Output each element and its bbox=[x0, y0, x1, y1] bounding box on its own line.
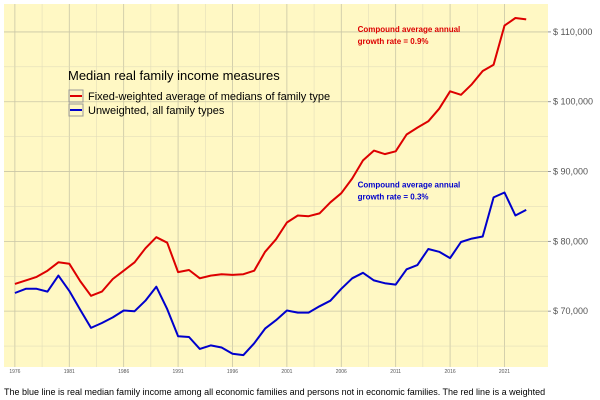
line-chart: 1976 1981 1986 1991 1996 2001 2006 2011 2016 2021… bbox=[4, 4, 593, 375]
y-tick-label: $ 70,000 bbox=[553, 306, 588, 316]
blue-growth-annotation-line2: growth rate = 0.3% bbox=[358, 193, 429, 202]
x-axis-ticks: 1976 1981 1986 1991 1996 2001 2006 2011 2016 2021 bbox=[9, 369, 510, 375]
legend-key-red bbox=[68, 89, 84, 103]
legend-label-blue: Unweighted, all family types bbox=[88, 105, 225, 117]
y-tick-label: $ 90,000 bbox=[553, 167, 588, 177]
figure-caption: The blue line is real median family inco… bbox=[4, 387, 546, 397]
legend-label-red: Fixed-weighted average of medians of fam… bbox=[88, 91, 330, 103]
x-tick-label: 2001 bbox=[281, 369, 292, 375]
blue-growth-annotation-line1: Compound average annual bbox=[358, 181, 461, 190]
y-tick-label: $ 80,000 bbox=[553, 236, 588, 246]
series-line-unweighted bbox=[14, 191, 527, 357]
x-tick-label: 1996 bbox=[227, 369, 238, 375]
series-layer bbox=[14, 17, 527, 357]
x-tick-label: 1986 bbox=[118, 369, 129, 375]
x-tick-label: 1976 bbox=[9, 369, 20, 375]
red-growth-annotation-line1: Compound average annual bbox=[358, 25, 461, 34]
gridlines bbox=[4, 4, 548, 367]
x-tick-label: 1981 bbox=[64, 369, 75, 375]
legend-title: Median real family income measures bbox=[68, 68, 280, 83]
y-tick-label: $ 110,000 bbox=[553, 27, 592, 37]
x-tick-label: 1991 bbox=[173, 369, 184, 375]
series-line-fixed-weighted bbox=[14, 17, 527, 297]
legend: Median real family income measures Fixed… bbox=[68, 68, 330, 117]
x-tick-label: 2006 bbox=[336, 369, 347, 375]
y-tick-label: $ 100,000 bbox=[553, 97, 593, 107]
legend-key-blue bbox=[68, 103, 84, 117]
red-growth-annotation-line2: growth rate = 0.9% bbox=[358, 37, 429, 46]
plot-background bbox=[4, 4, 548, 367]
x-tick-label: 2016 bbox=[445, 369, 456, 375]
annotations: Compound average annual growth rate = 0.… bbox=[358, 25, 461, 202]
x-tick-label: 2011 bbox=[390, 369, 401, 375]
x-tick-label: 2021 bbox=[499, 369, 510, 375]
y-axis-ticks: $ 70,000 $ 80,000 $ 90,000 $ 100,000 $ 110,0… bbox=[548, 27, 593, 316]
